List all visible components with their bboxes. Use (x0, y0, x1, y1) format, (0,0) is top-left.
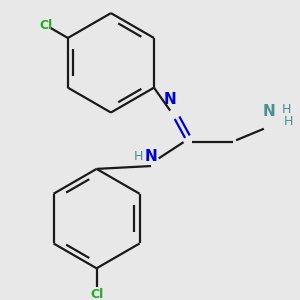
Text: N: N (164, 92, 177, 107)
Text: N: N (145, 149, 158, 164)
Text: H: H (134, 150, 143, 163)
Text: H: H (284, 115, 293, 128)
Text: Cl: Cl (39, 19, 52, 32)
Text: H: H (282, 103, 291, 116)
Text: Cl: Cl (90, 288, 103, 300)
Text: N: N (262, 104, 275, 119)
